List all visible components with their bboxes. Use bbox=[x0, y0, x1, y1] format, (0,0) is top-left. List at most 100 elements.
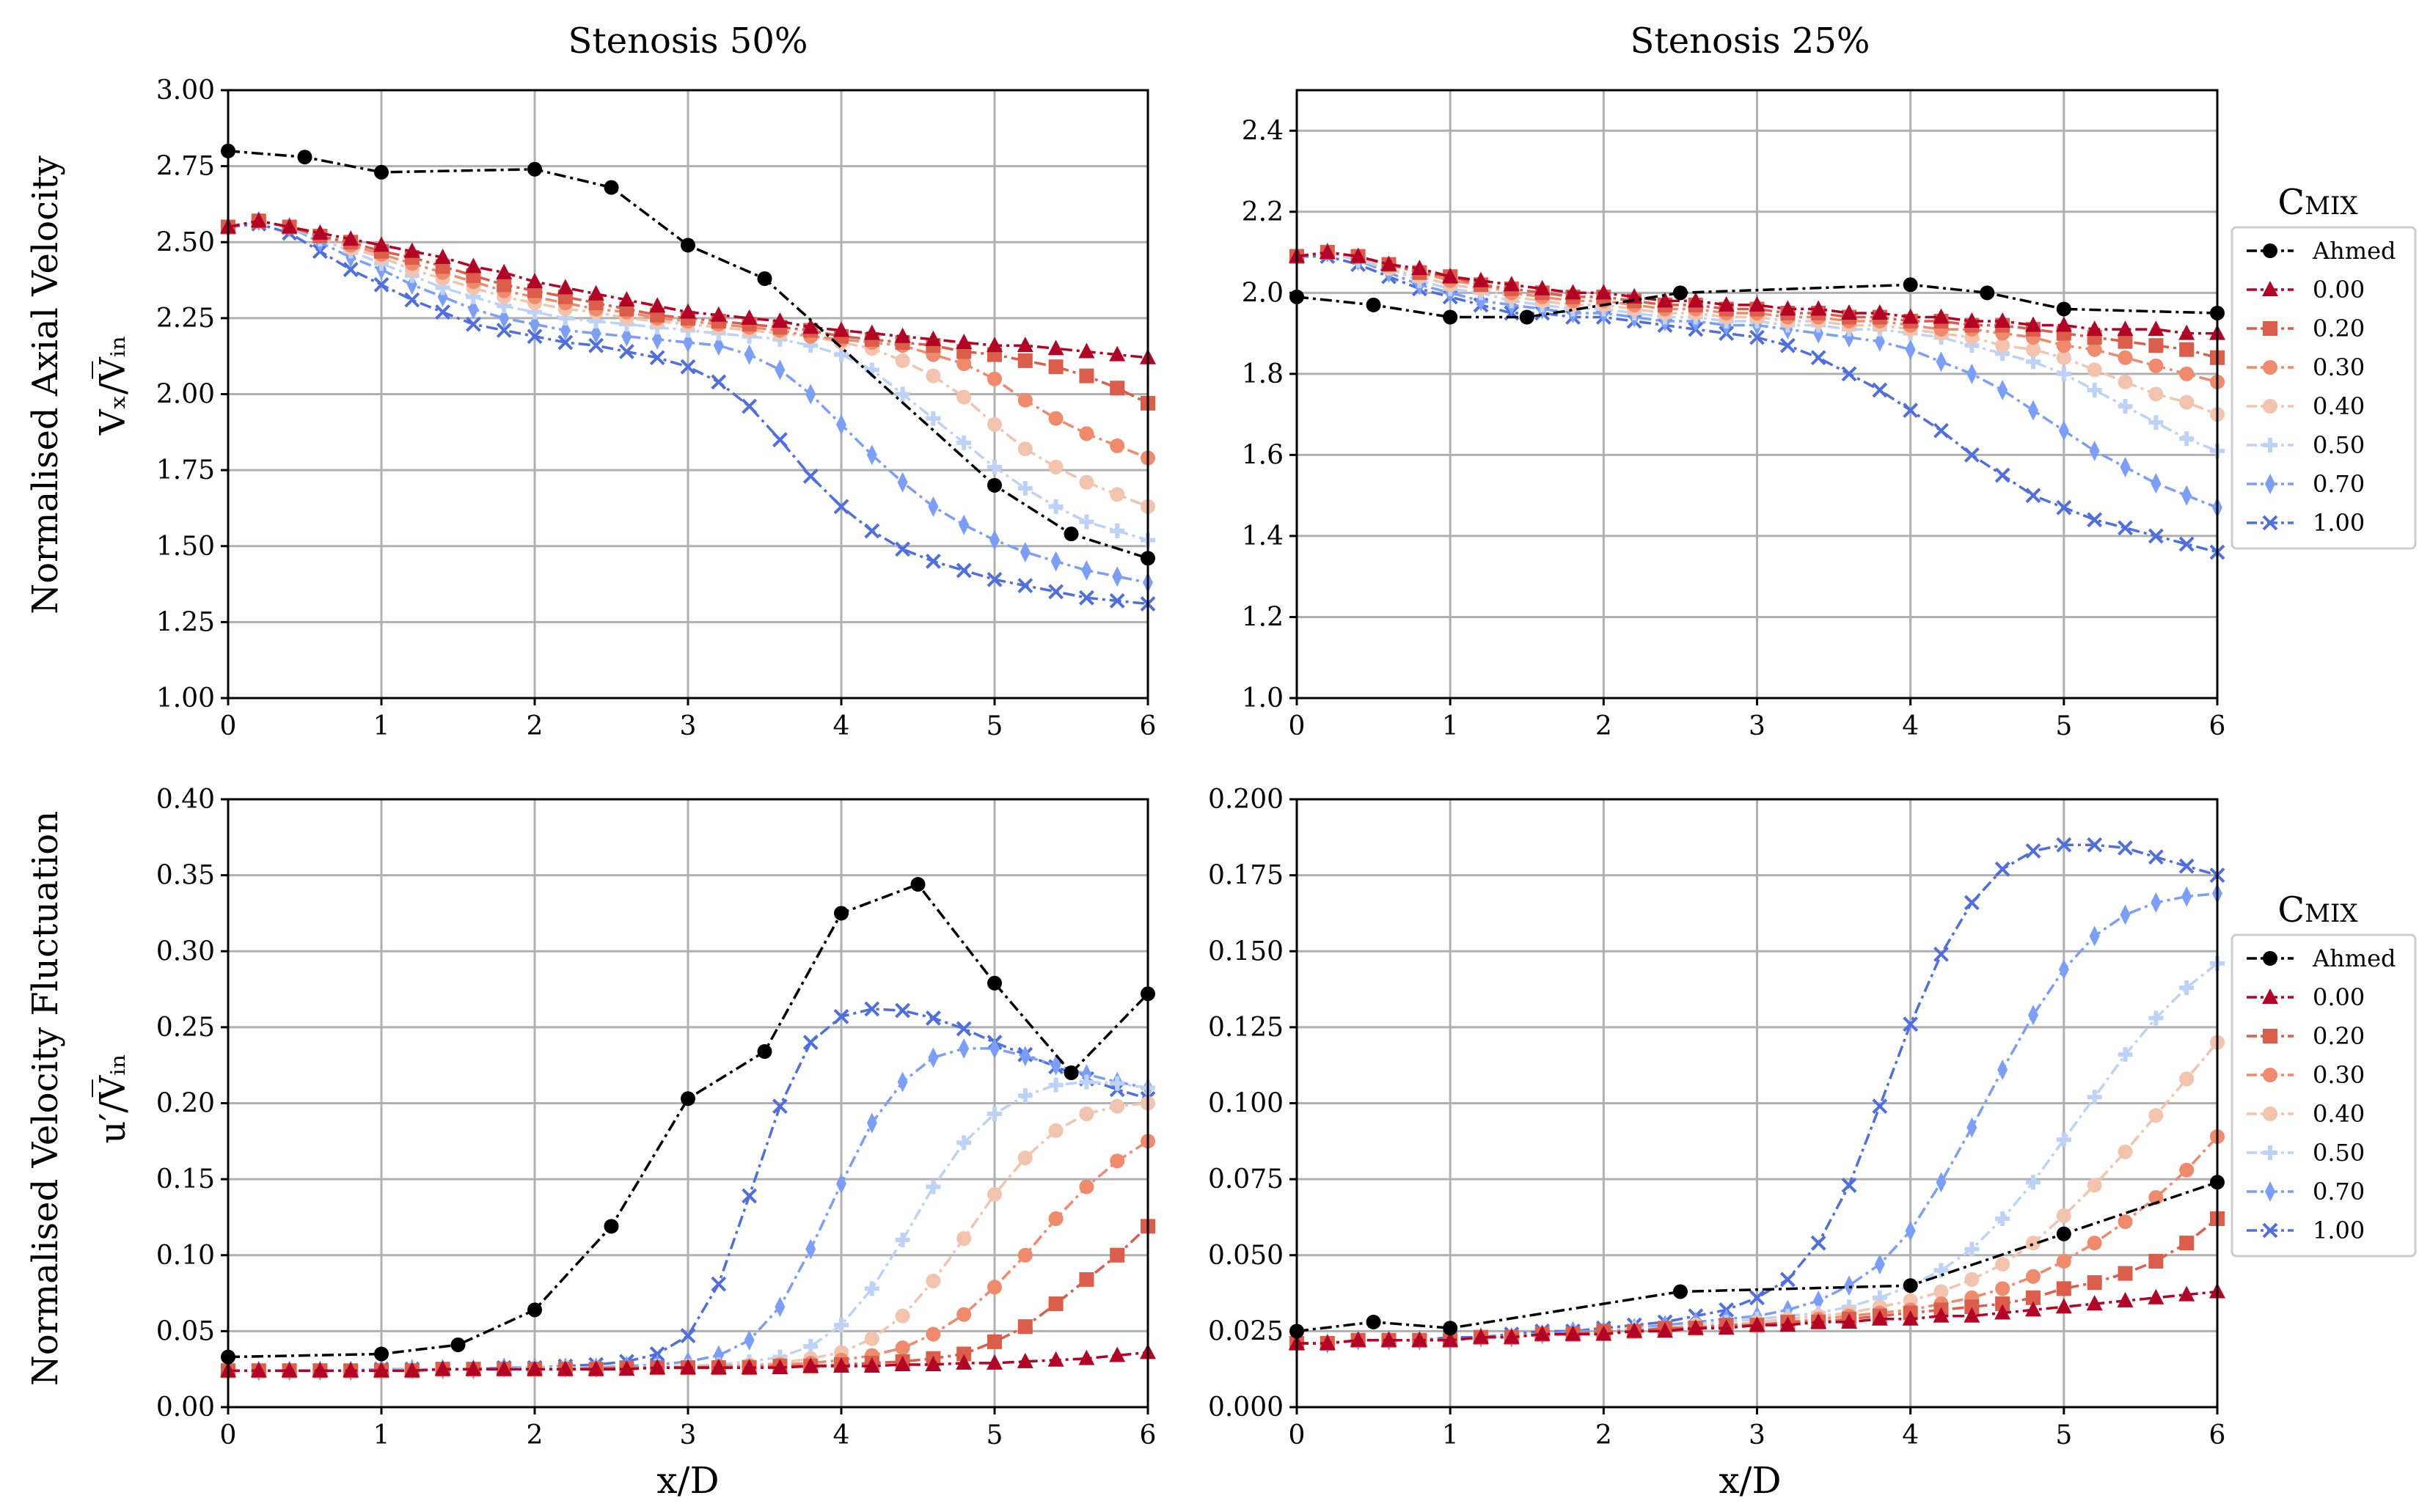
series-0-70-point bbox=[2151, 892, 2162, 913]
series-0-00-point bbox=[1687, 292, 1704, 308]
series-ahmed-point bbox=[1443, 309, 1458, 325]
series-ahmed-point bbox=[1903, 277, 1918, 293]
series-1-00-point bbox=[1779, 1271, 1796, 1288]
series-0-00-point bbox=[2086, 320, 2103, 337]
series-ahmed-point bbox=[2056, 301, 2071, 317]
series-0-40-point bbox=[2148, 386, 2164, 402]
chart-panel-0: 0 1 2 3 4 5 6 1.00 1.25 1.50 1.75 2.00 2.25 2.50 2.75 3… bbox=[156, 76, 1157, 741]
series-0-50-point bbox=[834, 1318, 849, 1333]
series-0-40-point bbox=[1079, 474, 1094, 490]
series-0-70-point bbox=[928, 496, 939, 517]
legend: CMIX Ahmed 0.00 0.20 0.30 0.40 0.50 0.70 1.00 bbox=[2230, 889, 2417, 1258]
series-ahmed-point bbox=[987, 975, 1002, 991]
series-0-30-point bbox=[1995, 1281, 2010, 1296]
y-tick-label: 3.00 bbox=[156, 76, 215, 106]
series-1-00-point bbox=[1749, 329, 1765, 345]
series-0-70-point bbox=[468, 298, 479, 320]
series-1-00-point bbox=[2056, 837, 2072, 853]
series-0-00-point bbox=[1718, 296, 1735, 312]
series-0-50-point bbox=[2118, 1047, 2133, 1063]
series-0-40-point bbox=[1933, 1284, 1949, 1299]
series-0-30-point bbox=[987, 371, 1002, 386]
y-tick-label: 0.00 bbox=[156, 1392, 215, 1423]
series-1-00-point bbox=[1872, 382, 1888, 398]
series-0-20-point bbox=[2148, 338, 2164, 353]
x-tick-label: 4 bbox=[1902, 711, 1919, 741]
series-1-00-point bbox=[925, 554, 941, 569]
series-0-70-point bbox=[1874, 331, 1885, 352]
series-0-40-point bbox=[926, 1273, 941, 1288]
y-tick-label: 0.30 bbox=[156, 936, 215, 966]
series-ahmed-point bbox=[1672, 285, 1688, 301]
legend-marker bbox=[2262, 515, 2278, 531]
x-tick-label: 4 bbox=[1902, 1420, 1919, 1450]
y-tick-label: 0.20 bbox=[156, 1089, 215, 1119]
series-0-50-point bbox=[895, 1233, 910, 1248]
series-ahmed-point bbox=[987, 477, 1002, 493]
series-0-00-point bbox=[1319, 243, 1336, 260]
y-tick-label: 0.15 bbox=[156, 1164, 215, 1194]
series-ahmed-point bbox=[374, 164, 389, 180]
series-0-70-point bbox=[2089, 925, 2100, 947]
series-0-70-point bbox=[836, 414, 846, 435]
series-0-50-point bbox=[987, 459, 1002, 474]
y-tick-label: 1.4 bbox=[1242, 521, 1284, 551]
series-0-40-point bbox=[2026, 1236, 2041, 1251]
series-0-00-point bbox=[465, 257, 482, 274]
series-1-00-point bbox=[1749, 1290, 1765, 1306]
legend-label: Ahmed bbox=[2312, 237, 2396, 265]
series-0-00-point bbox=[281, 1362, 298, 1378]
x-tick-label: 0 bbox=[220, 711, 237, 741]
series-0-00-point bbox=[343, 1362, 359, 1378]
series-0-00-point bbox=[987, 337, 1003, 353]
legend-label: Ahmed bbox=[2312, 944, 2396, 972]
series-0-00-point bbox=[1017, 1352, 1033, 1368]
series-1-00-point bbox=[742, 398, 758, 414]
series-ahmed-point bbox=[1903, 1278, 1918, 1293]
series-0-00-point bbox=[1047, 340, 1064, 356]
legend-marker bbox=[2263, 1107, 2277, 1121]
series-0-40-point bbox=[2056, 350, 2071, 365]
series-0-30-point bbox=[1079, 426, 1094, 441]
series-0-00-point bbox=[1871, 304, 1888, 320]
series-1-00-point bbox=[404, 292, 420, 308]
series-0-00-point bbox=[496, 263, 513, 279]
series-1-00-point bbox=[864, 1001, 880, 1017]
series-0-00-point bbox=[2055, 316, 2072, 332]
legend-marker bbox=[2263, 438, 2277, 452]
series-0-50-point bbox=[926, 1179, 941, 1194]
legend-entry-1-00: 1.00 bbox=[2247, 509, 2365, 537]
series-1-00-point bbox=[649, 1346, 665, 1362]
series-0-00-point bbox=[1442, 268, 1459, 284]
series-1-00-point bbox=[649, 350, 665, 366]
series-0-20-point bbox=[987, 1334, 1002, 1349]
y-tick-label: 0.35 bbox=[156, 861, 215, 891]
series-1-00-point bbox=[742, 1188, 758, 1204]
series-ahmed-line bbox=[227, 883, 1149, 1359]
series-0-00-point bbox=[741, 1359, 758, 1375]
x-tick-label: 6 bbox=[2209, 1420, 2226, 1450]
y-tick-label: 0.000 bbox=[1208, 1392, 1284, 1423]
series-0-40-point bbox=[2087, 1178, 2102, 1193]
series-0-00-point bbox=[1994, 312, 2011, 329]
x-tick-label: 2 bbox=[1595, 711, 1612, 741]
series-0-40-point bbox=[2056, 1208, 2071, 1223]
series-0-00-point bbox=[1657, 1322, 1673, 1338]
series-1-00-point bbox=[1964, 447, 1980, 463]
series-0-70-point bbox=[1936, 1172, 1947, 1193]
series-0-00-point bbox=[1902, 308, 1919, 324]
series-ahmed-point bbox=[834, 906, 849, 921]
series-0-70-point bbox=[1966, 1117, 1977, 1138]
series-0-40-point bbox=[1017, 441, 1033, 457]
x-tick-label: 2 bbox=[527, 711, 544, 741]
series-0-70-point bbox=[713, 335, 724, 356]
series-0-40-point bbox=[1017, 1150, 1033, 1166]
series-0-00-point bbox=[772, 1359, 788, 1375]
series-0-00-point bbox=[2178, 324, 2195, 340]
series-0-50-point bbox=[2087, 382, 2102, 397]
series-1-00-point bbox=[680, 1328, 696, 1344]
series-0-00-point bbox=[925, 330, 942, 346]
series-0-00-point bbox=[1380, 255, 1397, 271]
series-0-40-point bbox=[2179, 394, 2195, 410]
series-0-50-point bbox=[956, 1135, 972, 1150]
